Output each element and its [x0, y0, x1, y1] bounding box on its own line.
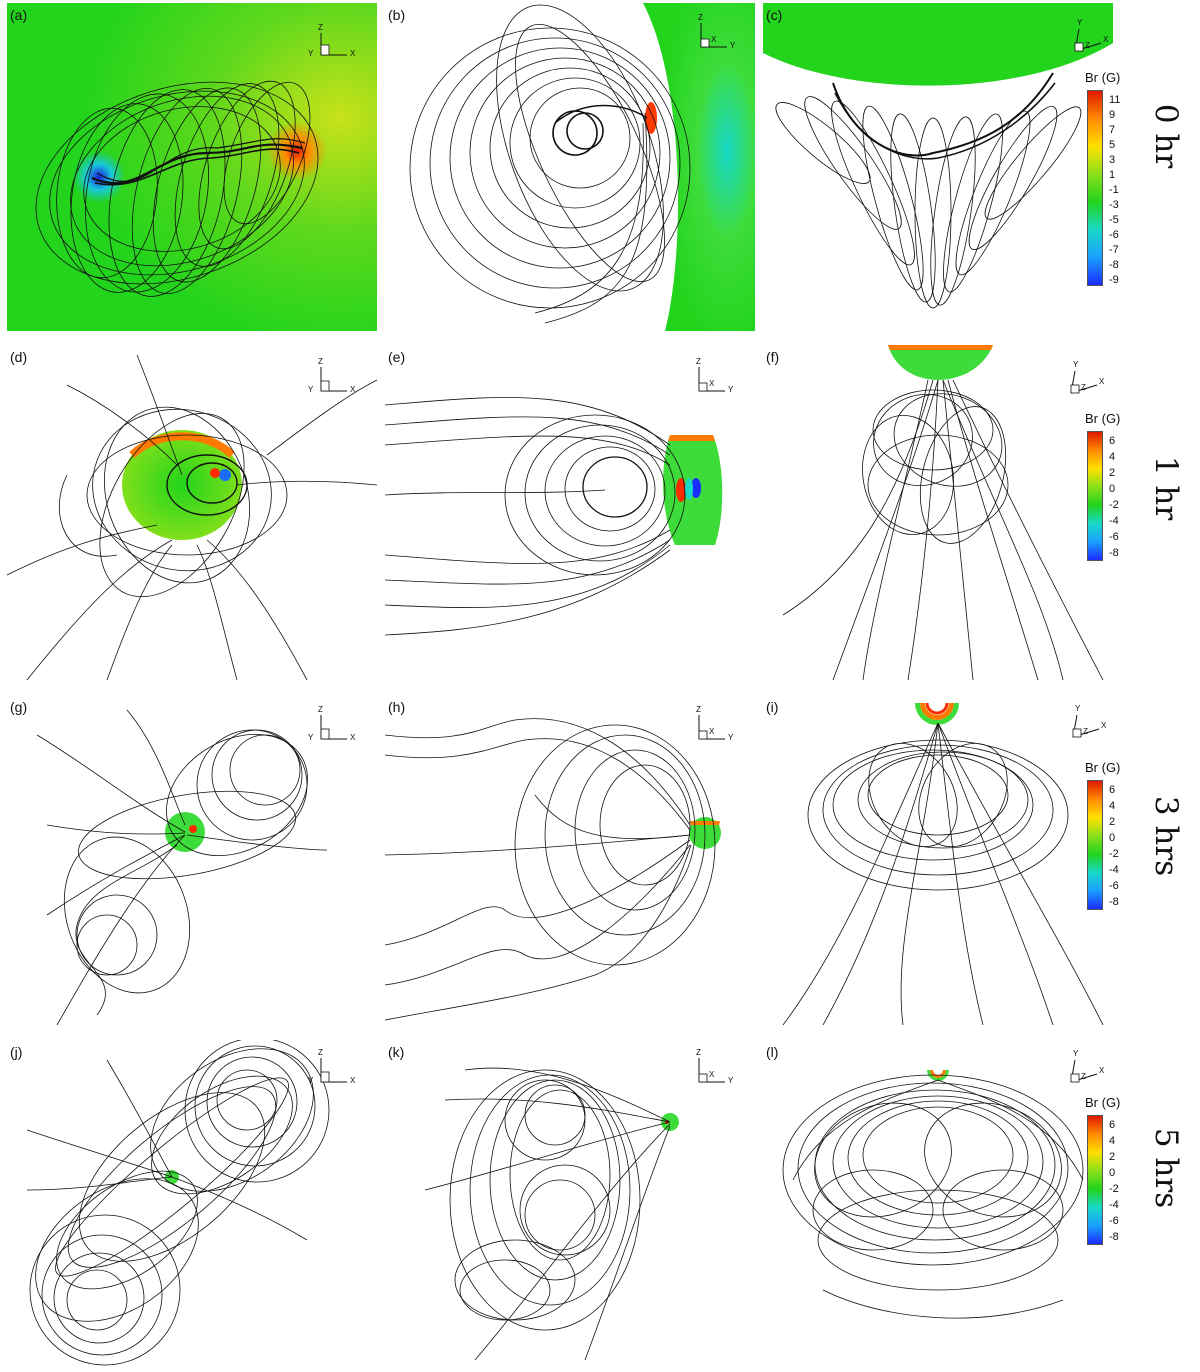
- axes-triad: Z Y X: [308, 1048, 356, 1085]
- panel-e: (e) Z X Y: [385, 345, 755, 680]
- axes-triad: Z Y X: [308, 23, 356, 58]
- panel-a: (a) Z Y X: [7, 3, 377, 331]
- colorbar-tick: 5: [1109, 139, 1116, 151]
- colorbar-gradient: [1087, 90, 1103, 286]
- panel-j: (j) Z Y X: [7, 1040, 377, 1368]
- panel-label: (g): [10, 699, 28, 715]
- panel-g: (g) Z Y X: [7, 695, 377, 1025]
- colorbar-tick: 11: [1109, 94, 1121, 106]
- colorbar-gradient: [1087, 780, 1103, 910]
- colorbar-tick: 4: [1109, 1135, 1116, 1147]
- axes-triad: Z X Y: [696, 705, 734, 742]
- colorbar-gradient: [1087, 431, 1103, 561]
- colorbar-tick: -6: [1109, 229, 1119, 241]
- axes-triad: Z X Y: [696, 357, 734, 394]
- colorbar-tick: 0: [1109, 832, 1116, 844]
- panel-label: (c): [766, 7, 783, 23]
- panel-label: (f): [766, 349, 780, 365]
- panel-d-field-image: [7, 354, 377, 680]
- axes-triad: Z X Y: [696, 1048, 734, 1085]
- colorbar-tick: -5: [1109, 214, 1119, 226]
- colorbar-row-3: Br (G) 6 4 2 0 -2 -4 -6 -8: [1085, 760, 1175, 930]
- panel-c: (c) Y Z X: [763, 3, 1113, 331]
- colorbar-tick: 2: [1109, 467, 1116, 479]
- panel-a-field-image: [7, 3, 377, 331]
- panel-label: (i): [766, 699, 779, 715]
- colorbar-tick: -8: [1109, 1231, 1119, 1243]
- panel-g-field-image: [36, 709, 328, 1025]
- colorbar-row-1: Br (G) 11 9 7 5 3 1 -1 -3 -5 -6 -7 -8 -9: [1085, 70, 1175, 290]
- panel-label: (l): [766, 1044, 779, 1060]
- panel-l-field-image: [782, 1070, 1084, 1319]
- panel-b-field-image: [409, 3, 755, 331]
- panel-label: (j): [10, 1044, 23, 1060]
- colorbar-tick: 6: [1109, 1119, 1116, 1131]
- colorbar-tick: -4: [1109, 515, 1119, 527]
- panel-label: (d): [10, 349, 28, 365]
- panel-label: (k): [388, 1044, 405, 1060]
- colorbar-tick: 4: [1109, 800, 1116, 812]
- panel-f-field-image: [782, 345, 1104, 680]
- colorbar-tick: 3: [1109, 154, 1116, 166]
- colorbar-tick: 2: [1109, 1151, 1116, 1163]
- panel-i-field-image: [782, 702, 1104, 1025]
- panel-c-field-image: [763, 3, 1113, 309]
- axes-triad: Z Y X: [308, 705, 356, 742]
- colorbar-tick: -7: [1109, 244, 1119, 256]
- panel-l: (l) Y Z X: [763, 1040, 1113, 1368]
- panel-d: (d) Z Y X: [7, 345, 377, 680]
- panel-f: (f) Y Z X: [763, 345, 1113, 680]
- panel-h-field-image: [385, 718, 721, 1021]
- axes-triad: Z X Y: [698, 13, 736, 50]
- colorbar-tick: -6: [1109, 880, 1119, 892]
- panel-label: (h): [388, 699, 406, 715]
- colorbar-tick: 6: [1109, 784, 1116, 796]
- colorbar-tick: 6: [1109, 435, 1116, 447]
- panel-b: (b) Z X Y: [385, 3, 755, 331]
- colorbar-tick: -8: [1109, 547, 1119, 559]
- colorbar-tick: -3: [1109, 199, 1119, 211]
- axes-triad: Y Z X: [1072, 704, 1107, 738]
- colorbar-tick: -1: [1109, 184, 1119, 196]
- colorbar-tick: -8: [1109, 896, 1119, 908]
- axes-triad: Z Y X: [308, 357, 356, 394]
- colorbar-tick: 1: [1109, 169, 1116, 181]
- axes-triad: Y Z X: [1070, 360, 1105, 394]
- colorbar-tick: 2: [1109, 816, 1116, 828]
- panel-j-field-image: [26, 1040, 330, 1366]
- panel-label: (e): [388, 349, 406, 365]
- colorbar-title: Br (G): [1085, 411, 1121, 426]
- panel-label: (a): [10, 7, 28, 23]
- colorbar-tick: 0: [1109, 1167, 1116, 1179]
- axes-triad: Y Z X: [1074, 18, 1109, 52]
- axes-triad: Y Z X: [1070, 1049, 1105, 1083]
- colorbar-title: Br (G): [1085, 1095, 1121, 1110]
- colorbar-tick: 9: [1109, 109, 1116, 121]
- colorbar-tick: -4: [1109, 1199, 1119, 1211]
- colorbar-tick: -2: [1109, 499, 1119, 511]
- colorbar-tick: 4: [1109, 451, 1116, 463]
- colorbar-tick: -6: [1109, 531, 1119, 543]
- colorbar-tick: -8: [1109, 259, 1119, 271]
- panel-h: (h) Z X Y: [385, 695, 755, 1025]
- colorbar-tick: 7: [1109, 124, 1116, 136]
- colorbar-tick: -2: [1109, 848, 1119, 860]
- colorbar-title: Br (G): [1085, 760, 1121, 775]
- colorbar-tick: -4: [1109, 864, 1119, 876]
- panel-e-field-image: [385, 397, 723, 636]
- colorbar-row-4: Br (G) 6 4 2 0 -2 -4 -6 -8: [1085, 1095, 1175, 1265]
- colorbar-gradient: [1087, 1115, 1103, 1245]
- panel-label: (b): [388, 7, 406, 23]
- colorbar-tick: -2: [1109, 1183, 1119, 1195]
- colorbar-tick: -9: [1109, 274, 1119, 286]
- panel-k-field-image: [424, 1067, 679, 1361]
- colorbar-tick: -6: [1109, 1215, 1119, 1227]
- panel-i: (i) Y Z X: [763, 695, 1113, 1025]
- colorbar-title: Br (G): [1085, 70, 1121, 85]
- colorbar-row-2: Br (G) 6 4 2 0 -2 -4 -6 -8: [1085, 411, 1175, 581]
- panel-k: (k) Z X Y: [385, 1040, 755, 1368]
- colorbar-tick: 0: [1109, 483, 1116, 495]
